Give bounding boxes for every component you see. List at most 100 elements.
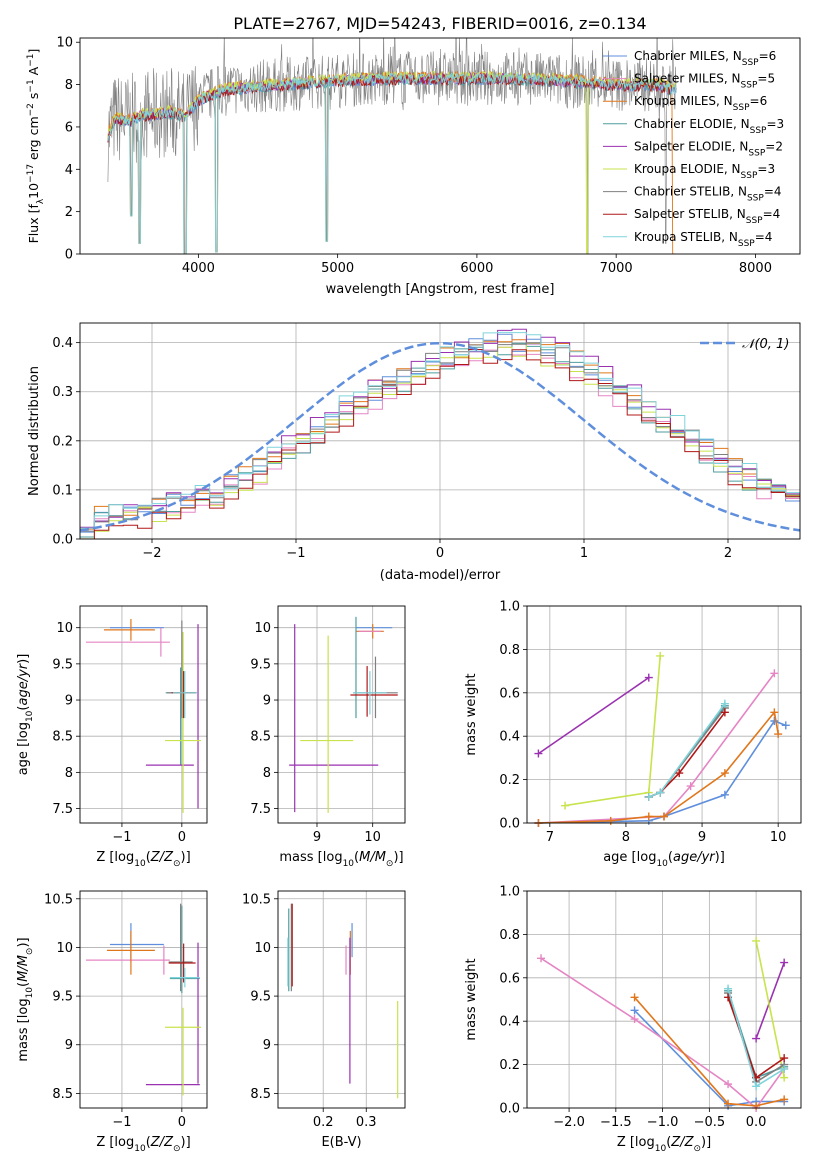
x-tick-label: 9 bbox=[698, 830, 706, 845]
y-tick-label: 8.5 bbox=[250, 1087, 271, 1102]
y-tick-label: 0 bbox=[65, 248, 73, 263]
legend-label: 𝒩(0, 1) bbox=[742, 337, 789, 352]
y-axis-label: mass weight bbox=[464, 958, 479, 1040]
y-tick-label: 9.5 bbox=[250, 657, 271, 672]
x-tick-label: −1 bbox=[286, 546, 305, 561]
axes-frame bbox=[79, 890, 208, 1109]
series-line-salpeter_elodie bbox=[755, 962, 785, 1039]
legend-label: Salpeter STELIB, NSSP=4 bbox=[634, 207, 780, 226]
series-line-chabrier_miles bbox=[633, 1009, 785, 1107]
x-axis-label: mass [log10(M/M⊙)] bbox=[279, 850, 403, 869]
y-tick-label: 0.2 bbox=[52, 434, 73, 449]
y-tick-label: 0.1 bbox=[52, 483, 73, 498]
legend-label: Kroupa ELODIE, NSSP=3 bbox=[634, 162, 775, 181]
y-tick-label: 8 bbox=[65, 78, 73, 93]
point-marker-kroupa_miles bbox=[752, 1101, 761, 1110]
hist-step-kroupa_stelib bbox=[80, 331, 800, 529]
plot-area bbox=[85, 903, 202, 1096]
point-marker-salpeter_stelib bbox=[780, 1054, 789, 1063]
y-tick-label: 10.5 bbox=[44, 892, 73, 907]
x-tick-label: 0 bbox=[178, 830, 186, 845]
x-axis-label: wavelength [Angstrom, rest frame] bbox=[326, 282, 555, 297]
axes-frame bbox=[277, 605, 406, 824]
point-marker-salpeter_miles bbox=[724, 1080, 733, 1089]
legend-label: Kroupa MILES, NSSP=6 bbox=[634, 94, 767, 113]
axes-frame bbox=[79, 605, 208, 824]
series-line-kroupa_elodie bbox=[564, 655, 661, 807]
y-tick-label: 10 bbox=[254, 941, 271, 956]
x-axis-label: E(B-V) bbox=[321, 1135, 361, 1150]
series-line-salpeter_elodie bbox=[537, 676, 650, 755]
y-tick-label: 2 bbox=[65, 205, 73, 220]
point-marker-kroupa_elodie bbox=[752, 936, 761, 945]
spectrum-data-line bbox=[107, 38, 677, 254]
panel-massweight-vs-age: 7 8 9 10 0.0 0.2 0.4 0.6 0.8 1.0 age [log10(age/yr… bbox=[464, 600, 802, 869]
panel-residual-histogram: −2 −1 0 1 2 0.0 0.1 0.2 0.3 0.4 (data-model)/error… bbox=[27, 322, 801, 583]
x-tick-label: 0.2 bbox=[313, 1115, 334, 1130]
panel-massweight-vs-Z: −2.0 −1.5 −1.0 −0.5 0.0 0.0 0.2 0.4 0.6 0.8 1.0 Z [… bbox=[464, 885, 802, 1154]
y-tick-label: 0.4 bbox=[52, 336, 73, 351]
y-tick-label: 9 bbox=[263, 1038, 271, 1053]
series-line-kroupa_elodie bbox=[755, 940, 785, 1078]
x-axis-label: age [log10(age/yr)] bbox=[603, 850, 725, 869]
point-marker-salpeter_miles bbox=[537, 954, 546, 963]
panel-mass-vs-Z: −1 0 8.5 9 9.5 10 10.5 Z [log10(Z/Z⊙)] mass [log… bbox=[16, 890, 208, 1154]
point-marker-kroupa_stelib bbox=[752, 1082, 761, 1091]
axes-frame bbox=[526, 605, 802, 824]
x-axis-label: Z [log10(Z/Z⊙)] bbox=[96, 850, 190, 869]
point-marker-salpeter_elodie bbox=[780, 958, 789, 967]
x-axis-label: Z [log10(Z/Z⊙)] bbox=[617, 1135, 711, 1154]
y-tick-label: 0.0 bbox=[499, 1102, 520, 1117]
x-tick-label: 0 bbox=[436, 546, 444, 561]
point-marker-kroupa_stelib bbox=[724, 984, 733, 993]
point-marker-chabrier_miles bbox=[781, 721, 790, 730]
point-marker-salpeter_miles bbox=[686, 782, 695, 791]
y-tick-label: 1.0 bbox=[499, 885, 520, 900]
point-marker-kroupa_miles bbox=[780, 1095, 789, 1104]
point-marker-kroupa_stelib bbox=[656, 788, 665, 797]
x-tick-label: −1 bbox=[112, 1115, 131, 1130]
x-tick-label: 4000 bbox=[182, 261, 215, 276]
plot-area bbox=[289, 616, 398, 813]
y-axis-label: age [log10(age/yr)] bbox=[16, 654, 35, 776]
y-axis-label: mass [log10(M/M⊙)] bbox=[16, 937, 35, 1061]
point-marker-salpeter_miles bbox=[770, 669, 779, 678]
y-tick-label: 8.5 bbox=[52, 1087, 73, 1102]
y-tick-label: 0.2 bbox=[499, 1058, 520, 1073]
y-axis-label: mass weight bbox=[464, 673, 479, 755]
x-tick-label: 5000 bbox=[321, 261, 354, 276]
point-marker-kroupa_miles bbox=[630, 993, 639, 1002]
legend-label: Salpeter MILES, NSSP=5 bbox=[634, 72, 775, 91]
series-line-kroupa_stelib bbox=[648, 703, 726, 798]
point-marker-kroupa_stelib bbox=[644, 792, 653, 801]
x-tick-label: −0.5 bbox=[694, 1115, 726, 1130]
x-tick-label: 1 bbox=[580, 546, 588, 561]
y-tick-label: 10 bbox=[56, 621, 73, 636]
legend-label: Kroupa STELIB, NSSP=4 bbox=[634, 230, 772, 249]
series-line-kroupa_miles bbox=[633, 996, 785, 1107]
hist-step-salpeter_stelib bbox=[80, 349, 800, 539]
x-tick-label: 8000 bbox=[739, 261, 772, 276]
point-marker-kroupa_stelib bbox=[720, 699, 729, 708]
plot-area bbox=[287, 903, 399, 1099]
y-tick-label: 0.8 bbox=[499, 928, 520, 943]
y-tick-label: 10.5 bbox=[242, 892, 271, 907]
y-tick-label: 8.5 bbox=[52, 730, 73, 745]
panel-spectrum: 4000 5000 6000 7000 8000 0 2 4 6 8 10 wavelength [A… bbox=[26, 36, 801, 297]
panel-mass-vs-ebv: 0.2 0.3 8.5 9 9.5 10 10.5 E(B-V) bbox=[242, 890, 406, 1150]
y-tick-label: 9.5 bbox=[250, 990, 271, 1005]
y-tick-label: 7.5 bbox=[250, 802, 271, 817]
point-marker-kroupa_miles bbox=[606, 816, 615, 825]
point-marker-kroupa_miles bbox=[774, 730, 783, 739]
y-axis-label: Normed distribution bbox=[27, 366, 42, 496]
x-tick-label: −1.0 bbox=[647, 1115, 679, 1130]
legend-label: Chabrier MILES, NSSP=6 bbox=[634, 49, 776, 68]
point-marker-salpeter_elodie bbox=[534, 749, 543, 758]
y-tick-label: 0.0 bbox=[499, 817, 520, 832]
x-tick-label: −2.0 bbox=[553, 1115, 585, 1130]
axes-frame bbox=[526, 890, 802, 1109]
point-marker-kroupa_miles bbox=[770, 708, 779, 717]
point-marker-kroupa_elodie bbox=[561, 801, 570, 810]
x-tick-label: −2 bbox=[142, 546, 161, 561]
